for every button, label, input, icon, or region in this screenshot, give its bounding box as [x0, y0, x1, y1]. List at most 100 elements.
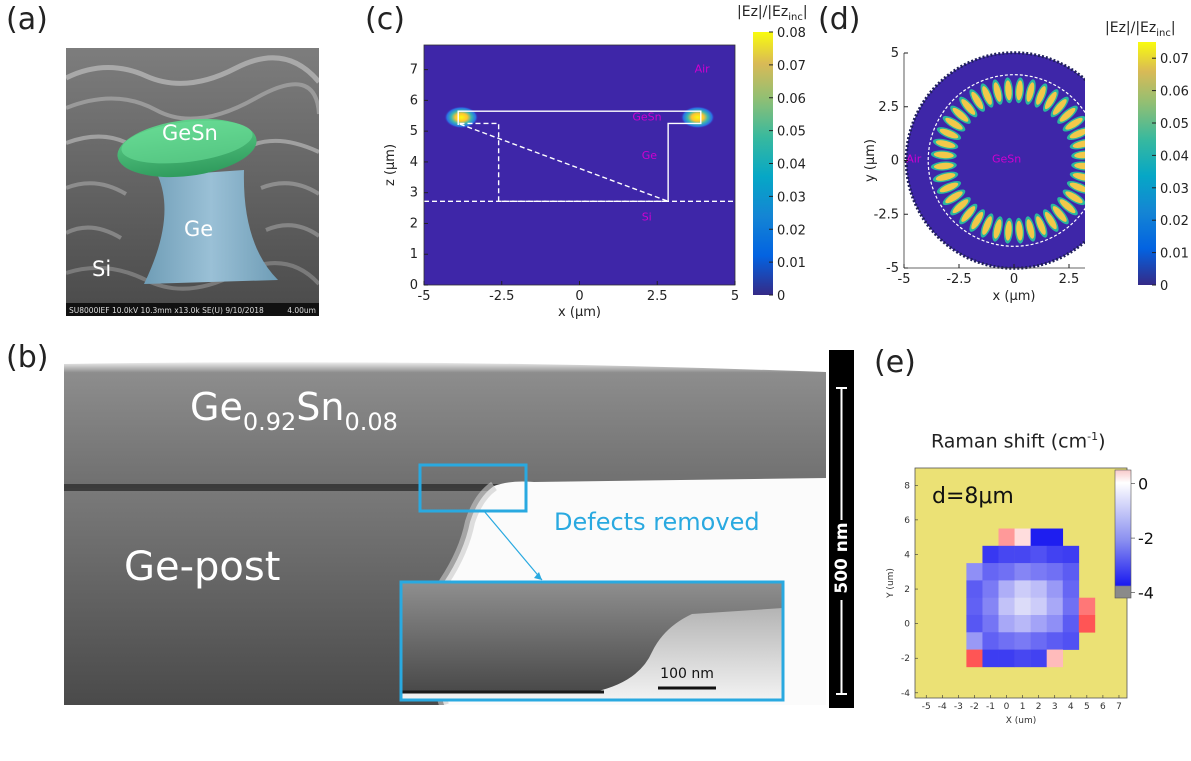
raman-cell	[1014, 632, 1031, 650]
raman-cell	[966, 597, 983, 616]
field-lobe-core	[1069, 182, 1085, 193]
colorbar-tick-d: 0	[1160, 279, 1168, 290]
raman-cell	[1062, 545, 1080, 564]
y-tick-c: 4	[410, 155, 418, 170]
field-lobe-core	[935, 173, 956, 181]
raman-cell	[1046, 545, 1064, 564]
raman-colorbar-tick: -2	[1138, 529, 1154, 548]
y-tick-c: 5	[410, 124, 418, 139]
tem-scale-bar: 500 nm	[829, 350, 854, 708]
field-lobe-core	[1026, 219, 1035, 239]
field-hotspot-1	[680, 106, 715, 129]
raman-cell	[1078, 614, 1096, 633]
y-axis-label-d: y (μm)	[863, 139, 878, 182]
x-tick-d: -2.5	[946, 272, 971, 287]
raman-cell	[982, 632, 999, 650]
field-lobe-core	[939, 128, 959, 139]
colorbar-c: 0.08 0.07 0.06 0.05 0.04 0.03 0.02 0.01 0	[753, 26, 806, 302]
y-tick-d: 5	[891, 46, 899, 61]
field-lobe-core	[1036, 216, 1046, 235]
field-plot-d: Air GeSn -5-2.502.5552.50-2.5-5 x (μm) y…	[863, 46, 1085, 304]
raman-cell	[1062, 597, 1080, 616]
y-axis-label-e: Y (um)	[886, 568, 896, 599]
raman-cell	[982, 563, 999, 581]
x-axis-label-d: x (μm)	[993, 289, 1036, 304]
raman-cell	[1062, 614, 1080, 633]
x-tick-c: -2.5	[489, 289, 514, 304]
x-tick-d: -5	[898, 272, 911, 287]
x-tick-c: -5	[418, 289, 431, 304]
y-tick-e: 2	[904, 585, 910, 595]
raman-cell	[1046, 597, 1064, 616]
region-label-gesn-c: GeSn	[632, 110, 661, 123]
field-lobe-core	[1074, 151, 1085, 159]
raman-cell	[982, 649, 999, 668]
x-tick-e: 2	[1036, 702, 1042, 712]
field-lobe-core	[982, 86, 992, 105]
x-tick-e: -2	[970, 702, 979, 712]
field-lobe-core	[1005, 220, 1012, 241]
ge-outline-c	[457, 122, 669, 203]
sem-image: GeSn Ge Si SU8000IEF 10.0kV 10.3mm x13.0…	[64, 48, 321, 316]
region-label-ge-c: Ge	[642, 149, 658, 162]
x-tick-c: 2.5	[647, 289, 668, 304]
field-lobe-core	[933, 162, 954, 170]
field-lobe-core	[993, 82, 1002, 102]
y-tick-e: 4	[904, 550, 910, 560]
raman-cell	[966, 563, 983, 581]
x-tick-e: 4	[1068, 702, 1074, 712]
field-plot-c: Air GeSn Ge Si -5 -2.5 0 2.5 5 0 1 2 3 4 5 6 7 x (μm…	[383, 44, 739, 320]
field-lobe-core	[1065, 117, 1083, 130]
field-lobe-core	[971, 211, 984, 230]
raman-cell	[998, 614, 1015, 633]
x-tick-e: 5	[1084, 702, 1090, 712]
y-tick-c: 2	[410, 216, 418, 231]
y-tick-c: 7	[410, 63, 418, 78]
sem-drawing: GeSn Ge Si SU8000IEF 10.0kV 10.3mm x13.0…	[64, 48, 321, 316]
raman-cell	[966, 632, 983, 650]
raman-cell	[1030, 597, 1047, 616]
y-tick-c: 6	[410, 93, 418, 108]
field-lobe-core	[935, 140, 956, 148]
raman-cell	[1030, 545, 1047, 564]
colorbar-tick-c: 0.02	[777, 223, 806, 238]
colorbar-tick-c: 0.01	[777, 256, 806, 271]
field-lobe-core	[1074, 162, 1085, 170]
y-tick-e: 6	[904, 516, 910, 526]
ge-post-label: Ge-post	[124, 544, 280, 590]
raman-cell	[966, 614, 983, 633]
x-tick-d: 2.5	[1059, 272, 1080, 287]
field-lobe-core	[971, 91, 984, 110]
raman-cell	[1046, 649, 1064, 668]
y-tick-d: -2.5	[874, 207, 899, 222]
colorbar-tick-d: 0.01	[1160, 247, 1189, 262]
raman-cell	[1046, 580, 1064, 598]
sem-info-right: 4.00um	[287, 306, 316, 315]
field-lobe-core	[1069, 128, 1085, 139]
colorbar-d: 0.07 0.06 0.05 0.04 0.03 0.02 0.01 0	[1138, 42, 1189, 290]
defects-annotation: Defects removed	[554, 508, 760, 536]
tem-scale-label: 500 nm	[832, 522, 852, 594]
raman-cell	[1030, 614, 1047, 633]
y-tick-c: 3	[410, 186, 418, 201]
raman-cell	[1014, 528, 1031, 547]
raman-cell	[998, 597, 1015, 616]
raman-cell	[982, 597, 999, 616]
field-lobe-core	[1016, 80, 1023, 101]
y-tick-e: 8	[904, 481, 910, 491]
raman-cell	[982, 580, 999, 598]
raman-cell	[966, 580, 983, 598]
raman-cell	[1062, 580, 1080, 598]
raman-cell	[1030, 649, 1047, 668]
y-tick-e: -4	[901, 689, 910, 699]
x-tick-e: -3	[954, 702, 963, 712]
y-tick-d: -5	[886, 261, 899, 276]
field-lobe-core	[1072, 140, 1085, 148]
field-lobe-core	[1072, 173, 1085, 181]
field-lobe-core	[993, 219, 1002, 239]
colorbar-tick-d: 0.02	[1160, 214, 1189, 229]
raman-colorbar	[1114, 469, 1132, 599]
colorbar-tick-c: 0.03	[777, 190, 806, 205]
field-map-c	[424, 45, 735, 285]
